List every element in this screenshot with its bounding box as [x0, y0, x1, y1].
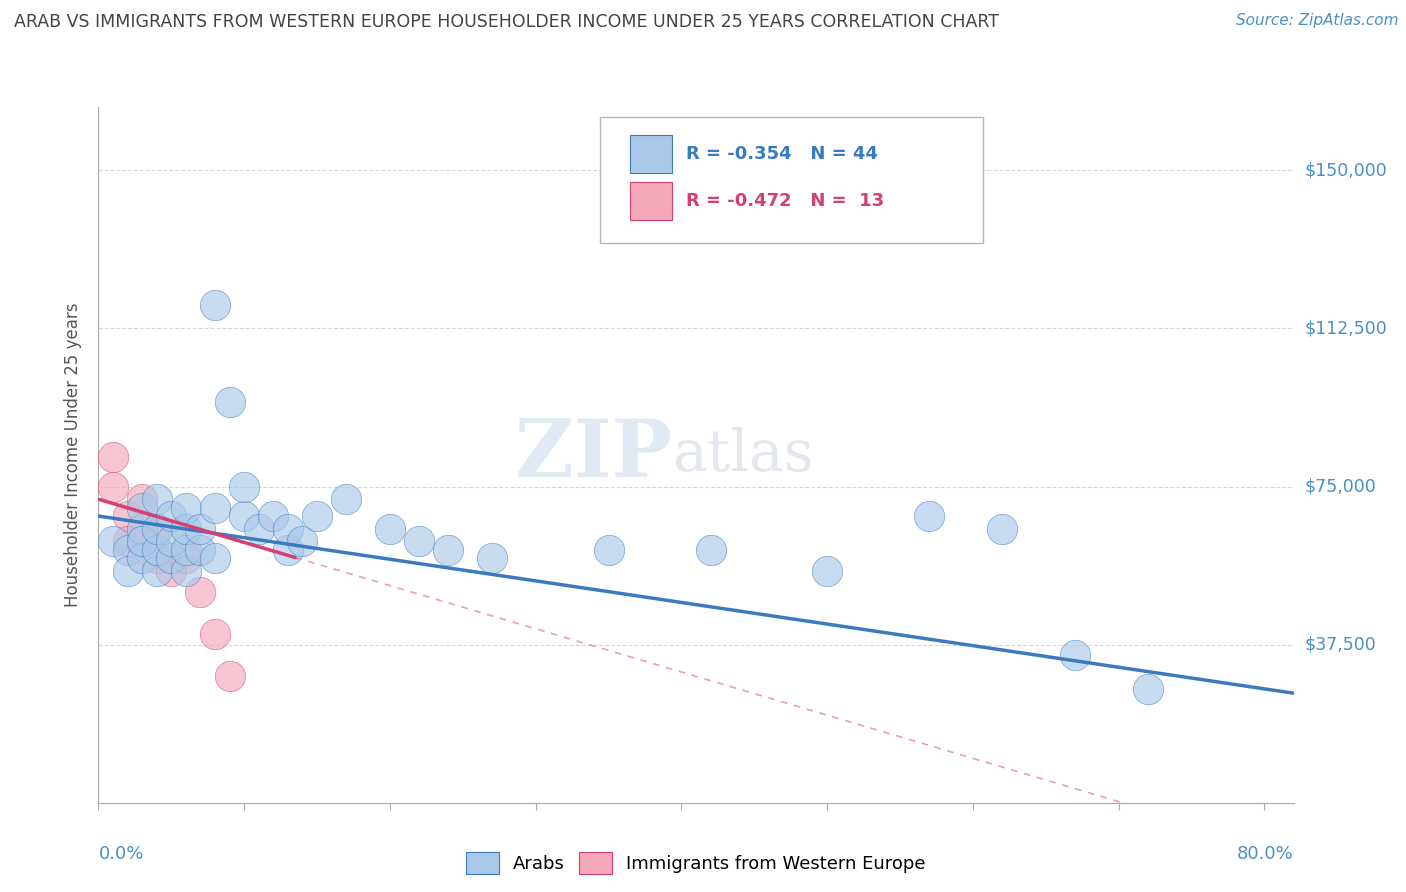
Text: $112,500: $112,500: [1305, 319, 1388, 337]
Point: [247, 522, 270, 536]
Point: [174, 564, 197, 578]
Point: [1136, 681, 1159, 696]
Point: [233, 509, 256, 524]
Text: $37,500: $37,500: [1305, 636, 1376, 654]
Text: $150,000: $150,000: [1305, 161, 1388, 179]
Y-axis label: Householder Income Under 25 years: Householder Income Under 25 years: [65, 302, 83, 607]
Point: [204, 500, 226, 515]
Point: [233, 479, 256, 493]
Point: [117, 509, 139, 524]
Point: [204, 551, 226, 566]
Point: [378, 522, 401, 536]
Point: [131, 551, 153, 566]
Point: [262, 509, 284, 524]
Point: [131, 534, 153, 549]
Point: [699, 542, 721, 557]
Bar: [630, 135, 672, 173]
Text: R = -0.354   N = 44: R = -0.354 N = 44: [686, 145, 879, 162]
Point: [131, 534, 153, 549]
Point: [190, 542, 212, 557]
Point: [160, 551, 183, 566]
Point: [218, 669, 240, 683]
Point: [101, 534, 124, 549]
Point: [145, 564, 167, 578]
FancyBboxPatch shape: [600, 118, 983, 243]
Text: Source: ZipAtlas.com: Source: ZipAtlas.com: [1236, 13, 1399, 29]
Point: [481, 551, 503, 566]
Point: [277, 542, 299, 557]
Text: R = -0.472   N =  13: R = -0.472 N = 13: [686, 192, 884, 210]
Point: [218, 395, 240, 409]
Point: [991, 522, 1014, 536]
Point: [174, 500, 197, 515]
Point: [277, 522, 299, 536]
Point: [174, 542, 197, 557]
Point: [145, 522, 167, 536]
Point: [305, 509, 328, 524]
Point: [131, 522, 153, 536]
Point: [131, 500, 153, 515]
Point: [145, 522, 167, 536]
Bar: [630, 182, 672, 220]
Point: [160, 534, 183, 549]
Point: [204, 627, 226, 641]
Point: [1064, 648, 1087, 663]
Point: [408, 534, 430, 549]
Text: $75,000: $75,000: [1305, 477, 1376, 496]
Point: [598, 542, 620, 557]
Point: [815, 564, 838, 578]
Point: [117, 534, 139, 549]
Point: [190, 585, 212, 599]
Point: [117, 564, 139, 578]
Point: [145, 551, 167, 566]
Point: [335, 492, 357, 507]
Text: atlas: atlas: [672, 427, 814, 483]
Text: ARAB VS IMMIGRANTS FROM WESTERN EUROPE HOUSEHOLDER INCOME UNDER 25 YEARS CORRELA: ARAB VS IMMIGRANTS FROM WESTERN EUROPE H…: [14, 13, 1000, 31]
Point: [117, 542, 139, 557]
Point: [174, 522, 197, 536]
Text: 0.0%: 0.0%: [98, 845, 143, 863]
Point: [101, 450, 124, 464]
Point: [131, 492, 153, 507]
Point: [291, 534, 314, 549]
Point: [174, 551, 197, 566]
Legend: Arabs, Immigrants from Western Europe: Arabs, Immigrants from Western Europe: [467, 852, 925, 874]
Text: ZIP: ZIP: [515, 416, 672, 494]
Point: [101, 479, 124, 493]
Point: [204, 298, 226, 312]
Point: [437, 542, 460, 557]
Point: [160, 564, 183, 578]
Point: [160, 509, 183, 524]
Point: [190, 522, 212, 536]
Point: [145, 542, 167, 557]
Text: 80.0%: 80.0%: [1237, 845, 1294, 863]
Point: [918, 509, 941, 524]
Point: [145, 492, 167, 507]
